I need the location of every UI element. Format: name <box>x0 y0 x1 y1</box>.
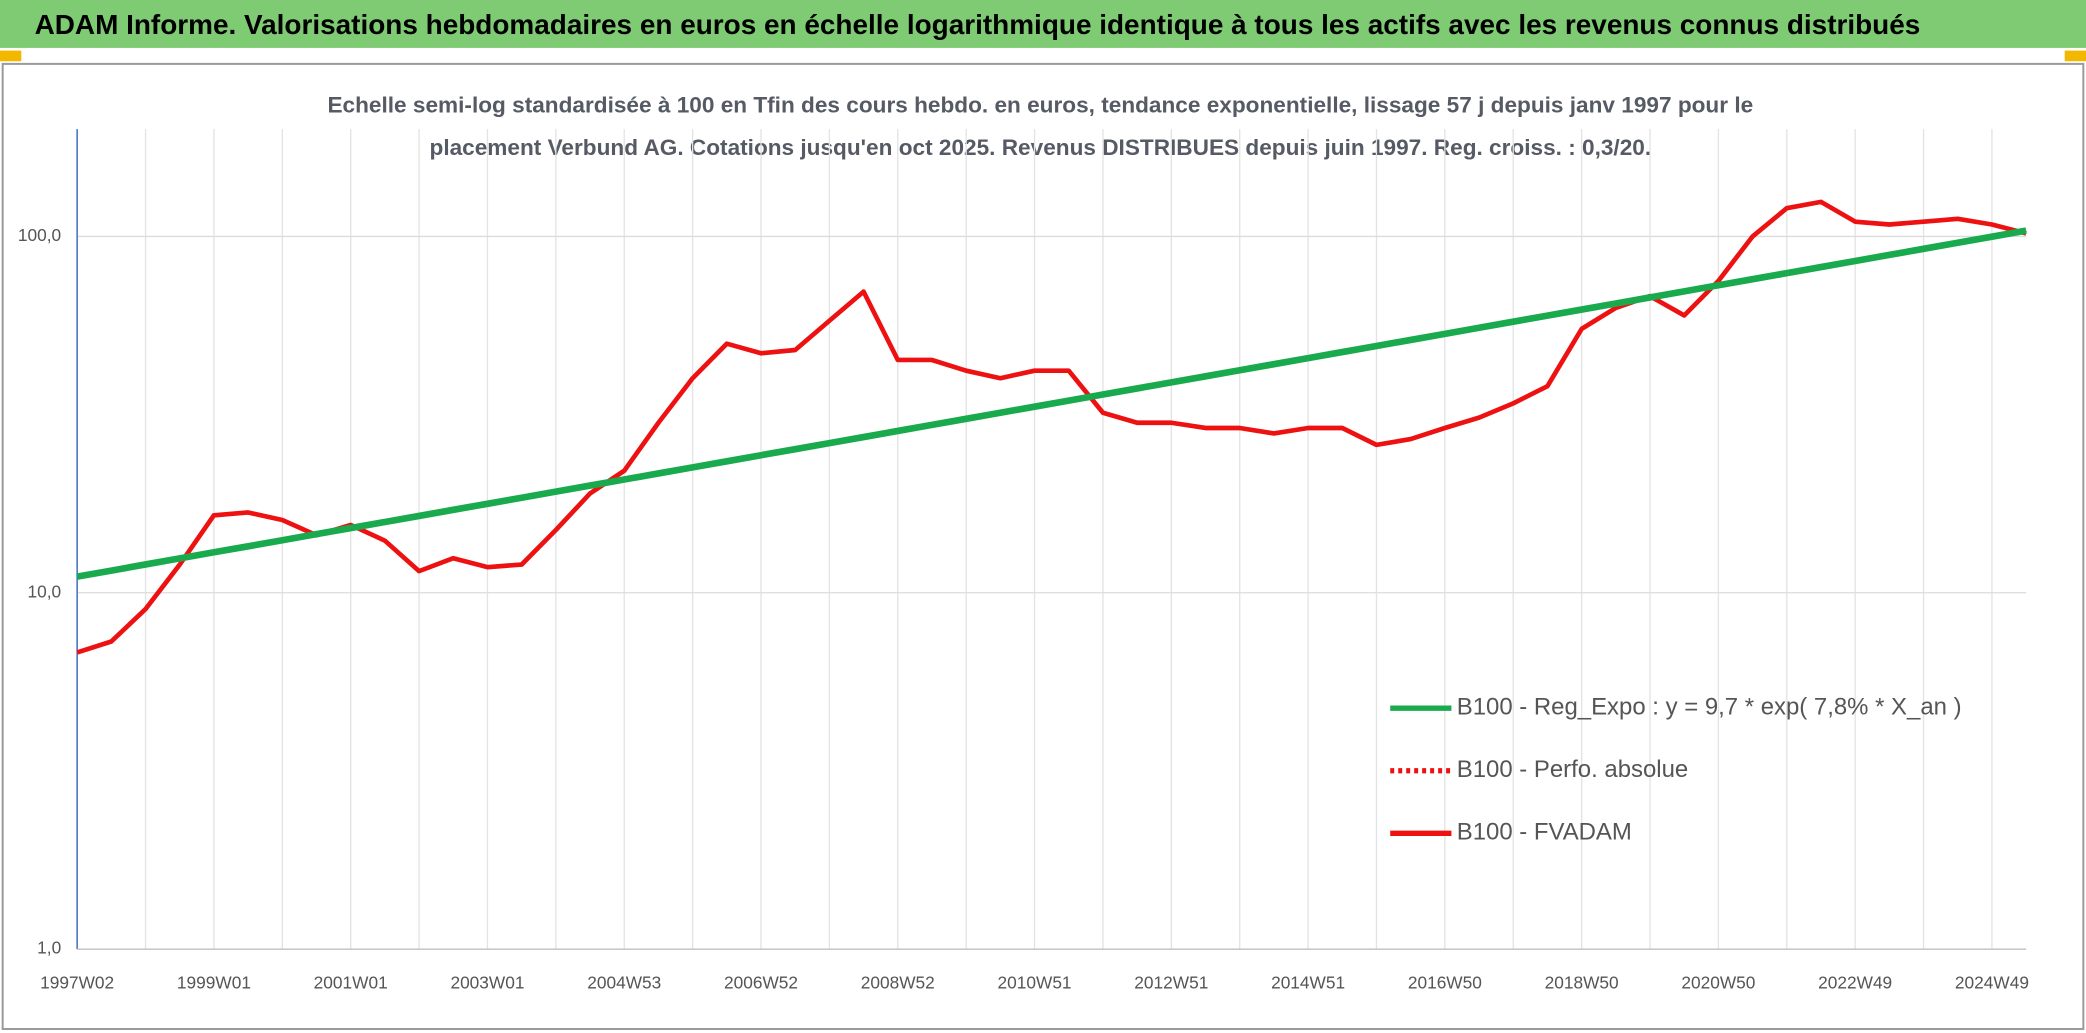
x-tick-label: 1999W01 <box>177 972 251 992</box>
x-tick-label: 2018W50 <box>1545 972 1619 992</box>
series-line <box>76 199 2027 655</box>
x-tick-label: 2024W49 <box>1955 972 2029 992</box>
legend-label: B100 - FVADAM <box>1457 819 1632 846</box>
y-tick-label: 1,0 <box>37 938 61 958</box>
x-tick-label: 1997W02 <box>40 972 114 992</box>
x-tick-label: 2016W50 <box>1408 972 1482 992</box>
legend-label: B100 - Perfo. absolue <box>1457 756 1688 783</box>
x-tick-label: 2004W53 <box>587 972 661 992</box>
header-title: ADAM Informe. Valorisations hebdomadaire… <box>35 9 1921 40</box>
legend-label: B100 - Reg_Expo : y = 9,7 * exp( 7,8% * … <box>1457 694 1962 721</box>
corner <box>0 50 22 62</box>
y-tick-label: 10,0 <box>28 581 62 601</box>
x-tick-label: 2022W49 <box>1818 972 1892 992</box>
x-tick-label: 2012W51 <box>1134 972 1208 992</box>
header-band <box>0 0 2086 48</box>
x-tick-label: 2020W50 <box>1681 972 1755 992</box>
x-tick-label: 2008W52 <box>861 972 935 992</box>
corner <box>2064 50 2086 62</box>
x-tick-label: 2006W52 <box>724 972 798 992</box>
subtitle: Echelle semi-log standardisée à 100 en T… <box>327 92 1753 117</box>
x-tick-label: 2001W01 <box>314 972 388 992</box>
x-tick-label: 2003W01 <box>450 972 524 992</box>
x-tick-label: 2010W51 <box>998 972 1072 992</box>
y-tick-label: 100,0 <box>18 225 61 245</box>
frame <box>1 62 2085 1031</box>
series-line <box>76 227 2027 580</box>
subtitle: placement Verbund AG. Cotations jusqu'en… <box>430 135 1652 160</box>
x-tick-label: 2014W51 <box>1271 972 1345 992</box>
